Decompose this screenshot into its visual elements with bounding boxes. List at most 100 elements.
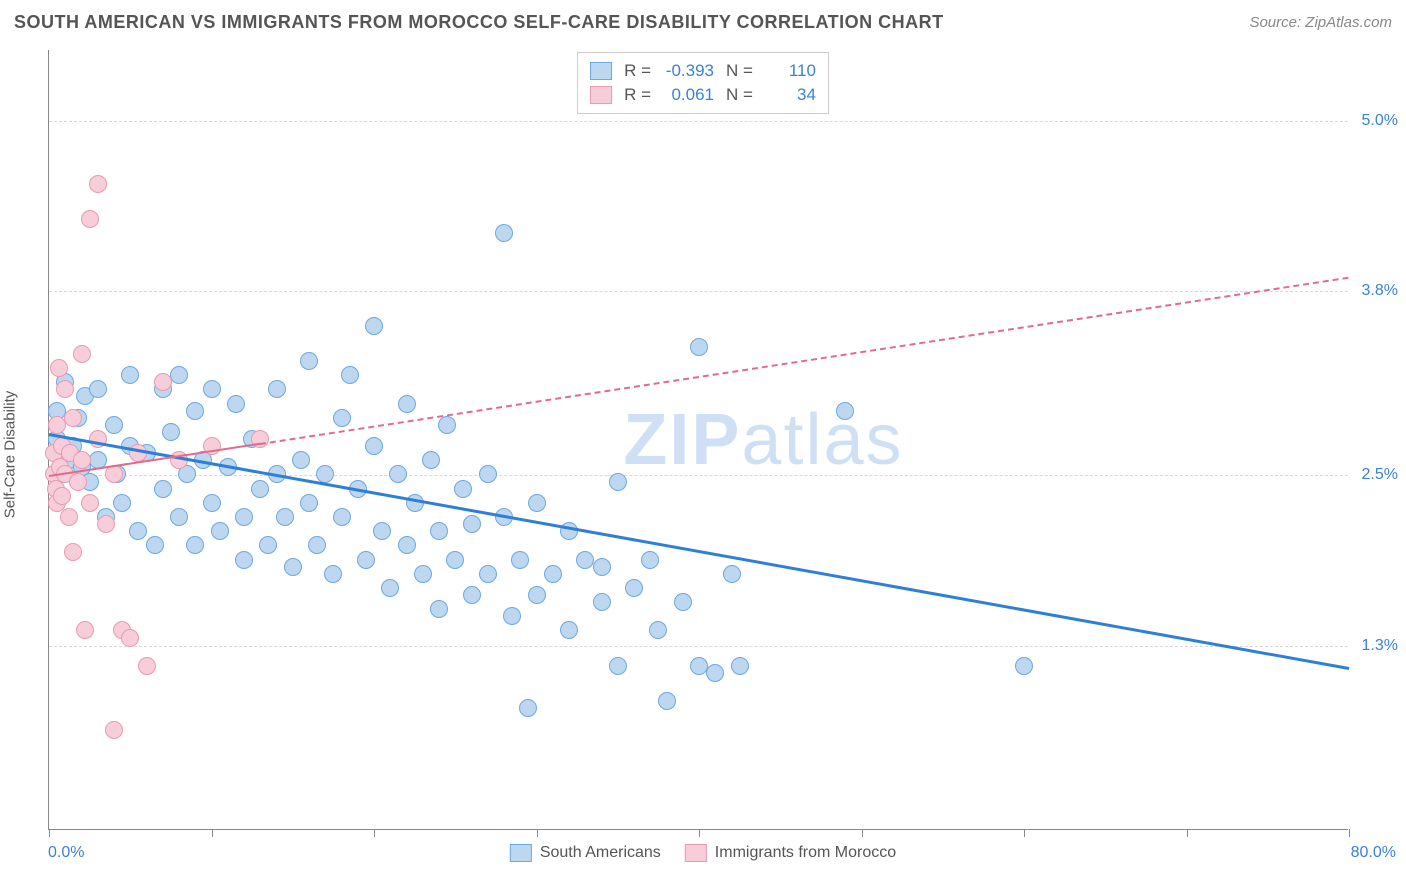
scatter-point	[53, 487, 71, 505]
scatter-point	[292, 451, 310, 469]
series-legend-item: South Americans	[510, 844, 661, 862]
scatter-point	[398, 536, 416, 554]
scatter-point	[414, 565, 432, 583]
x-tick	[537, 829, 538, 837]
scatter-point	[211, 522, 229, 540]
scatter-point	[609, 473, 627, 491]
scatter-point	[641, 551, 659, 569]
series-legend-label: Immigrants from Morocco	[715, 844, 896, 862]
scatter-point	[528, 494, 546, 512]
scatter-point	[422, 451, 440, 469]
scatter-point	[162, 423, 180, 441]
scatter-point	[593, 593, 611, 611]
scatter-point	[203, 380, 221, 398]
scatter-point	[113, 494, 131, 512]
trendline	[260, 277, 1349, 445]
scatter-point	[836, 402, 854, 420]
legend-swatch-pink	[685, 844, 707, 862]
scatter-point	[300, 352, 318, 370]
scatter-point	[186, 536, 204, 554]
scatter-point	[69, 473, 87, 491]
legend-swatch-blue	[510, 844, 532, 862]
scatter-point	[154, 373, 172, 391]
y-axis-label: Self-Care Disability	[2, 391, 19, 519]
scatter-point	[479, 565, 497, 583]
scatter-point	[365, 437, 383, 455]
y-tick-label: 3.8%	[1353, 282, 1398, 300]
scatter-point	[235, 551, 253, 569]
scatter-point	[430, 522, 448, 540]
scatter-point	[528, 586, 546, 604]
watermark: ZIPatlas	[623, 399, 903, 481]
scatter-point	[105, 416, 123, 434]
n-label: N =	[726, 85, 753, 105]
scatter-point	[81, 494, 99, 512]
scatter-point	[300, 494, 318, 512]
scatter-point	[170, 508, 188, 526]
x-tick	[374, 829, 375, 837]
scatter-point	[81, 210, 99, 228]
scatter-point	[406, 494, 424, 512]
correlation-legend: R = -0.393 N = 110 R = 0.061 N = 34	[577, 52, 829, 114]
x-tick	[49, 829, 50, 837]
r-label: R =	[624, 85, 651, 105]
scatter-point	[609, 657, 627, 675]
scatter-point	[341, 366, 359, 384]
scatter-point	[593, 558, 611, 576]
scatter-point	[454, 480, 472, 498]
y-tick-label: 5.0%	[1353, 112, 1398, 130]
scatter-point	[308, 536, 326, 554]
y-tick-label: 2.5%	[1353, 466, 1398, 484]
scatter-point	[121, 629, 139, 647]
scatter-point	[389, 465, 407, 483]
scatter-point	[544, 565, 562, 583]
scatter-point	[64, 409, 82, 427]
y-tick-label: 1.3%	[1353, 637, 1398, 655]
scatter-point	[170, 366, 188, 384]
n-label: N =	[726, 61, 753, 81]
scatter-point	[503, 607, 521, 625]
scatter-point	[511, 551, 529, 569]
chart-title: SOUTH AMERICAN VS IMMIGRANTS FROM MOROCC…	[14, 12, 944, 33]
scatter-point	[357, 551, 375, 569]
scatter-point	[284, 558, 302, 576]
scatter-point	[89, 380, 107, 398]
scatter-point	[479, 465, 497, 483]
n-value: 34	[761, 85, 816, 105]
r-value: -0.393	[659, 61, 714, 81]
x-tick	[1187, 829, 1188, 837]
scatter-point	[146, 536, 164, 554]
scatter-point	[674, 593, 692, 611]
scatter-point	[333, 409, 351, 427]
legend-swatch-blue	[590, 62, 612, 80]
scatter-point	[60, 508, 78, 526]
gridline	[49, 291, 1348, 292]
scatter-point	[365, 317, 383, 335]
legend-swatch-pink	[590, 86, 612, 104]
scatter-point	[97, 515, 115, 533]
scatter-point	[73, 345, 91, 363]
scatter-point	[227, 395, 245, 413]
r-value: 0.061	[659, 85, 714, 105]
series-legend-item: Immigrants from Morocco	[685, 844, 896, 862]
scatter-point	[706, 664, 724, 682]
x-tick	[1024, 829, 1025, 837]
scatter-point	[560, 621, 578, 639]
scatter-point	[268, 380, 286, 398]
scatter-point	[105, 721, 123, 739]
scatter-point	[129, 522, 147, 540]
r-label: R =	[624, 61, 651, 81]
correlation-legend-row: R = 0.061 N = 34	[590, 83, 816, 107]
scatter-point	[381, 579, 399, 597]
scatter-point	[50, 359, 68, 377]
scatter-point	[690, 338, 708, 356]
scatter-point	[138, 657, 156, 675]
scatter-point	[463, 586, 481, 604]
scatter-point	[373, 522, 391, 540]
scatter-point	[154, 480, 172, 498]
scatter-point	[105, 465, 123, 483]
scatter-point	[430, 600, 448, 618]
x-axis-min-label: 0.0%	[48, 844, 84, 862]
x-axis-max-label: 80.0%	[1351, 844, 1396, 862]
scatter-point	[438, 416, 456, 434]
